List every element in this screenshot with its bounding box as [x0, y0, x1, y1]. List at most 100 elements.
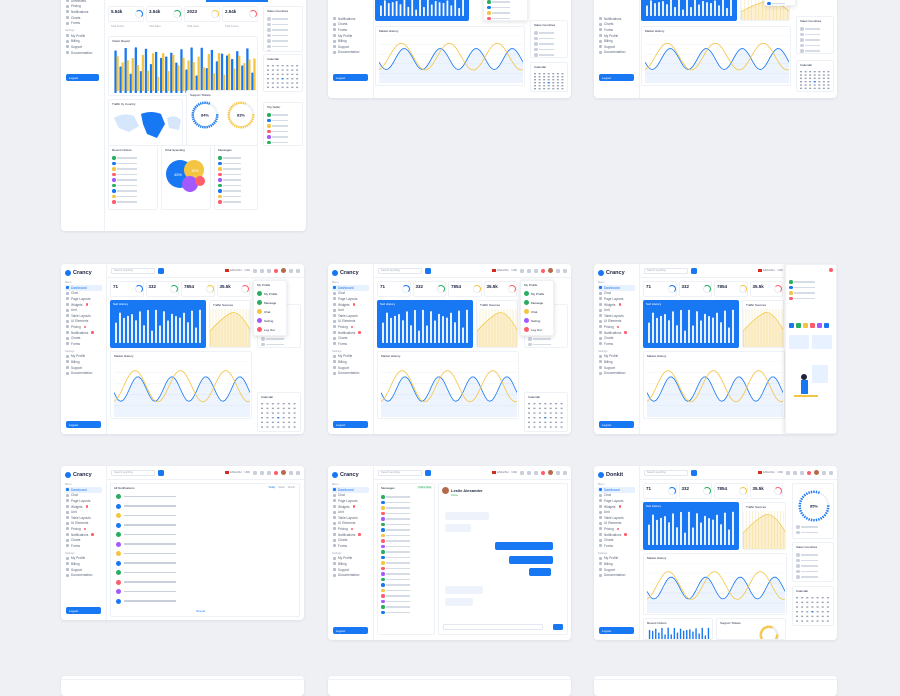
calendar-day[interactable]: [277, 422, 279, 423]
calendar-day[interactable]: [539, 82, 541, 83]
calendar-day[interactable]: [288, 403, 290, 404]
logout-button[interactable]: Logout: [66, 607, 101, 614]
search-button[interactable]: [691, 470, 697, 476]
sidebar-item-page-layouts[interactable]: Page Layouts: [65, 498, 102, 504]
calendar-day[interactable]: [809, 71, 811, 72]
stat-card[interactable]: 35.5kTotal Income: [217, 281, 251, 297]
calendar-day[interactable]: [552, 73, 554, 74]
calendar-day[interactable]: [528, 417, 530, 418]
language-select[interactable]: ENGLISH: [225, 471, 241, 474]
calendar-day[interactable]: [296, 87, 298, 88]
tab-today[interactable]: Today: [268, 486, 275, 489]
list-item[interactable]: [112, 199, 156, 205]
calendar-day[interactable]: [533, 403, 535, 404]
calendar-day[interactable]: [277, 412, 279, 413]
message-icon[interactable]: [800, 471, 804, 475]
sidebar-item-billing[interactable]: Billing: [65, 561, 102, 567]
calendar-day[interactable]: [823, 88, 825, 89]
calendar-day[interactable]: [283, 426, 285, 427]
calendar-day[interactable]: [291, 74, 293, 75]
calendar-day[interactable]: [827, 71, 829, 72]
tab-week[interactable]: Week: [278, 486, 285, 489]
calendar-day[interactable]: [533, 408, 535, 409]
calendar-day[interactable]: [561, 88, 563, 89]
close-icon[interactable]: [829, 268, 833, 272]
notification-item[interactable]: [116, 542, 176, 547]
sidebar-item[interactable]: Notifications: [65, 9, 100, 15]
logout-icon[interactable]: [829, 471, 833, 475]
calendar-day[interactable]: [557, 76, 559, 77]
calendar-day[interactable]: [267, 74, 269, 75]
fullscreen-icon[interactable]: [786, 471, 790, 475]
calendar-day[interactable]: [266, 412, 268, 413]
calendar-day[interactable]: [543, 88, 545, 89]
sidebar-item-pricing[interactable]: Pricing: [598, 526, 635, 532]
stat-card[interactable]: 71Total Products: [377, 281, 411, 297]
calendar-day[interactable]: [827, 597, 829, 598]
brand-logo[interactable]: Crancy: [65, 470, 102, 480]
calendar-day[interactable]: [823, 84, 825, 85]
calendar-day[interactable]: [282, 78, 284, 79]
calendar-day[interactable]: [539, 79, 541, 80]
search-input[interactable]: Search anything: [111, 268, 155, 274]
calendar-day[interactable]: [806, 620, 808, 621]
sidebar-item-dashboard[interactable]: Dashboard: [332, 487, 369, 493]
calendar-day[interactable]: [261, 403, 263, 404]
calendar-day[interactable]: [272, 422, 274, 423]
theme-swatch[interactable]: [824, 323, 829, 328]
calendar-day[interactable]: [277, 65, 279, 66]
brand-logo[interactable]: Crancy: [598, 268, 635, 278]
calendar-day[interactable]: [827, 84, 829, 85]
calendar-day[interactable]: [543, 73, 545, 74]
calendar-day[interactable]: [528, 426, 530, 427]
calendar-day[interactable]: [801, 606, 803, 607]
theme-swatch[interactable]: [796, 323, 801, 328]
stat-card[interactable]: 71Total Products: [643, 483, 677, 499]
stat-card[interactable]: 35.5kTotal Income: [484, 281, 518, 297]
calendar-day[interactable]: [543, 76, 545, 77]
fullscreen-icon[interactable]: [520, 471, 524, 475]
calendar-day[interactable]: [561, 426, 563, 427]
sidebar-item-pricing[interactable]: Pricing: [332, 526, 369, 532]
calendar-day[interactable]: [539, 88, 541, 89]
notification-item[interactable]: [116, 513, 176, 518]
calendar-day[interactable]: [827, 88, 829, 89]
stat-card[interactable]: 71Total Products: [643, 281, 677, 297]
calendar-day[interactable]: [805, 71, 807, 72]
stat-card[interactable]: 71Total Products: [110, 281, 144, 297]
calendar-day[interactable]: [827, 78, 829, 79]
settings-icon[interactable]: [289, 269, 293, 273]
calendar-day[interactable]: [822, 606, 824, 607]
calendar-day[interactable]: [544, 412, 546, 413]
calendar-day[interactable]: [539, 422, 541, 423]
notification-item[interactable]: [116, 561, 176, 566]
fullscreen-icon[interactable]: [253, 471, 257, 475]
calendar-day[interactable]: [261, 408, 263, 409]
calendar-day[interactable]: [277, 426, 279, 427]
notification-item[interactable]: [116, 570, 176, 575]
calendar-day[interactable]: [796, 606, 798, 607]
language-select[interactable]: ENGLISH: [758, 269, 774, 272]
sidebar-item[interactable]: Forms: [332, 27, 369, 33]
search-input[interactable]: Search anything: [378, 268, 422, 274]
sidebar-item-page-layouts[interactable]: Page Layouts: [598, 296, 635, 302]
logout-icon[interactable]: [563, 269, 567, 273]
calendar-day[interactable]: [294, 422, 296, 423]
sidebar-item-table-layouts[interactable]: Table Layouts: [598, 515, 635, 521]
calendar-day[interactable]: [561, 85, 563, 86]
calendar-day[interactable]: [555, 426, 557, 427]
brand-logo[interactable]: Donkit: [598, 470, 635, 480]
calendar-day[interactable]: [557, 88, 559, 89]
sidebar-item-documentation[interactable]: Documentation: [65, 370, 102, 376]
calendar-day[interactable]: [811, 597, 813, 598]
calendar-day[interactable]: [550, 422, 552, 423]
calendar-day[interactable]: [288, 412, 290, 413]
settings-icon[interactable]: [822, 471, 826, 475]
calendar-day[interactable]: [288, 408, 290, 409]
calendar-day[interactable]: [266, 408, 268, 409]
stat-card[interactable]: 7854Total Orders: [448, 281, 482, 297]
calendar-day[interactable]: [827, 602, 829, 603]
message-icon[interactable]: [267, 471, 271, 475]
calendar-day[interactable]: [291, 82, 293, 83]
avatar[interactable]: [548, 268, 553, 273]
